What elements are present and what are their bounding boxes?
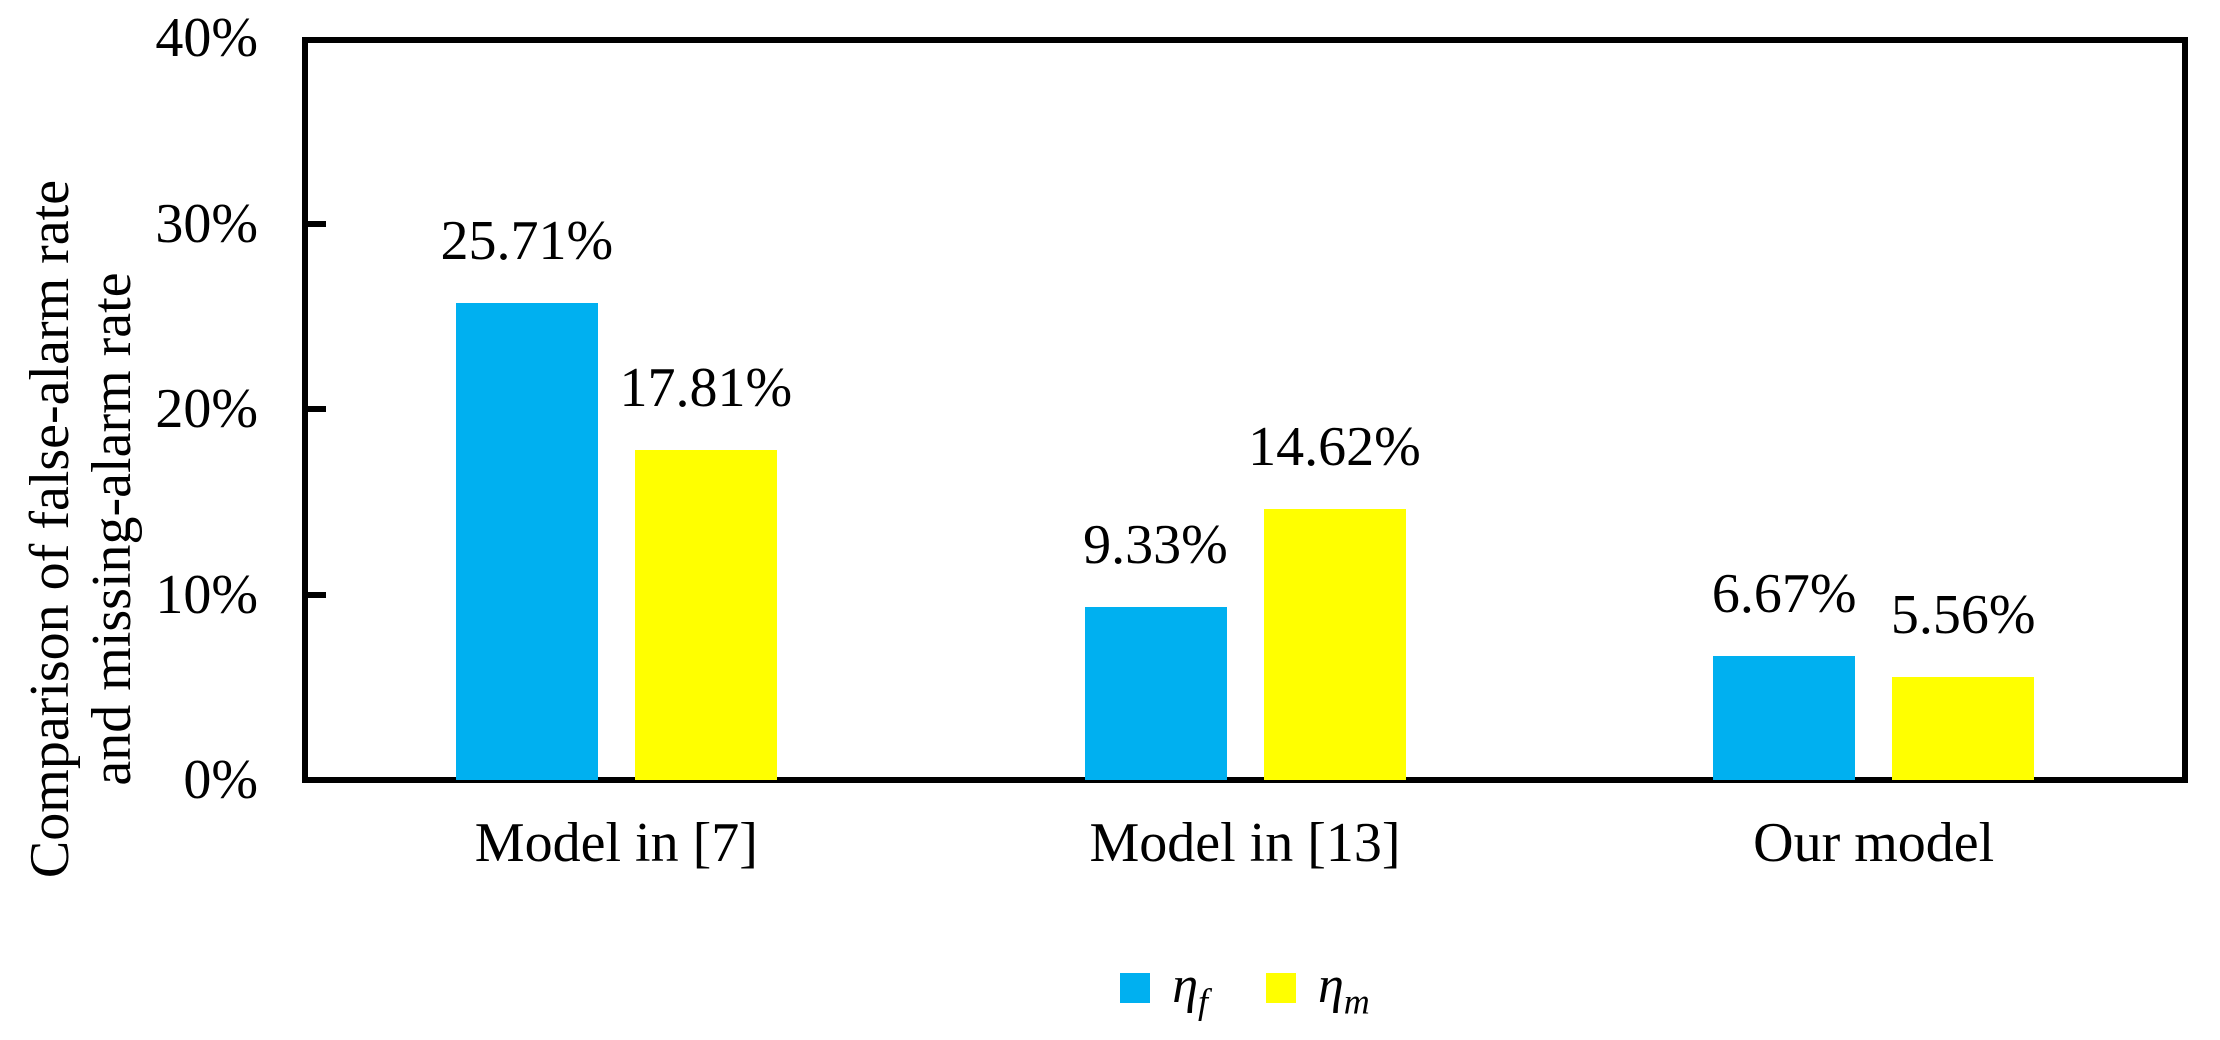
bar-missing-alarm [1263,508,1406,780]
y-tick-label: 30% [155,192,258,255]
category-label: Our model [1753,812,1995,874]
y-tick-label: 40% [155,7,258,69]
y-axis-tick-mark [308,591,326,598]
legend: ηf ηm [302,955,2188,1022]
bar-value-label: 5.56% [1890,583,2036,646]
bar-value-label: 25.71% [440,210,614,273]
y-tick-label: 0% [183,749,258,811]
legend-swatch-missing-alarm [1266,973,1296,1003]
bar-value-label: 9.33% [1083,513,1228,576]
bar-false-alarm [455,303,598,780]
category-label: Model in [13] [1089,812,1401,874]
plot-frame [302,37,2188,783]
bar-value-label: 17.81% [619,356,793,419]
legend-swatch-false-alarm [1120,973,1151,1003]
y-tick-label: 10% [155,563,258,626]
legend-entry: ηf [1120,955,1208,1022]
bar-value-label: 14.62% [1248,415,1421,478]
y-tick-label: 20% [155,378,258,440]
legend-label: ηm [1318,957,1370,1022]
legend-label: ηf [1172,957,1208,1022]
category-label: Model in [7] [474,812,758,874]
legend-entry: ηm [1266,955,1370,1022]
bar-missing-alarm [1892,676,2035,780]
y-axis-tick-mark [308,220,326,227]
y-axis-tick-mark [308,406,326,412]
bar-false-alarm [1713,656,1856,780]
bar-missing-alarm [634,449,777,780]
bar-false-alarm [1084,606,1227,780]
bar-value-label: 6.67% [1711,563,1857,626]
